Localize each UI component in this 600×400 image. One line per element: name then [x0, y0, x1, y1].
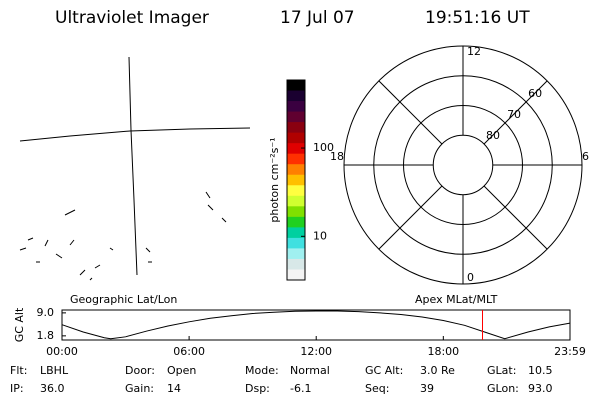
- colorbar-swatch: [287, 195, 305, 207]
- mlt-label: 12: [467, 45, 481, 58]
- info-value: Normal: [290, 364, 330, 377]
- info-value: Open: [167, 364, 196, 377]
- info-value: 14: [167, 382, 181, 395]
- colorbar-swatch: [287, 248, 305, 260]
- time: 19:51:16 UT: [425, 8, 530, 28]
- map-grid: [19, 56, 251, 281]
- colorbar-tick-label: 10: [313, 229, 327, 242]
- colorbar-swatch: [287, 237, 305, 249]
- info-label: Gain:: [125, 382, 154, 395]
- title: Ultraviolet Imager: [55, 8, 209, 28]
- colorbar-swatch: [287, 90, 305, 102]
- info-value: 93.0: [528, 382, 553, 395]
- x-tick-label: 23:59: [554, 345, 586, 358]
- mlt-spoke: [483, 185, 548, 250]
- y-tick-label: 1.8: [37, 329, 55, 342]
- mlt-spoke: [378, 80, 443, 145]
- x-tick-label: 18:00: [427, 345, 459, 358]
- colorbar-swatch: [287, 164, 305, 176]
- info-label: Flt:: [10, 364, 27, 377]
- mlt-label: 6: [582, 150, 589, 163]
- info-value: 3.0 Re: [420, 364, 455, 377]
- colorbar-swatch: [287, 216, 305, 228]
- info-label: GC Alt:: [365, 364, 403, 377]
- info-value: 10.5: [528, 364, 553, 377]
- info-label: Dsp:: [245, 382, 270, 395]
- colorbar-swatch: [287, 101, 305, 113]
- colorbar-swatch: [287, 258, 305, 270]
- info-label: Mode:: [245, 364, 279, 377]
- info-value: 36.0: [40, 382, 65, 395]
- info-label: Door:: [125, 364, 155, 377]
- colorbar-swatch: [287, 227, 305, 239]
- y-tick-label: 9.0: [37, 306, 55, 319]
- colorbar-tick-label: 100: [313, 141, 334, 154]
- colorbar-swatch: [287, 269, 305, 281]
- colorbar-swatch: [287, 206, 305, 218]
- lat-ring: [432, 134, 494, 196]
- x-tick-label: 12:00: [300, 345, 332, 358]
- date: 17 Jul 07: [280, 8, 355, 28]
- colorbar-swatch: [287, 122, 305, 134]
- mlt-label: 18: [330, 150, 344, 163]
- colorbar-swatch: [287, 185, 305, 197]
- colorbar-swatch: [287, 174, 305, 186]
- colorbar-frame: [286, 79, 306, 281]
- info-label: IP:: [10, 382, 24, 395]
- map-label: Geographic Lat/Lon: [70, 293, 177, 306]
- polar-label: Apex MLat/MLT: [415, 293, 498, 306]
- colorbar-label: photon cm⁻²s⁻¹: [268, 137, 281, 222]
- colorbar-swatch: [287, 153, 305, 165]
- mlt-spoke: [378, 185, 443, 250]
- info-label: Seq:: [365, 382, 389, 395]
- mlt-label: 0: [467, 271, 474, 284]
- info-value: LBHL: [40, 364, 69, 377]
- colorbar-swatch: [287, 132, 305, 144]
- info-value: -6.1: [290, 382, 311, 395]
- info-label: GLat:: [487, 364, 516, 377]
- x-tick-label: 06:00: [173, 345, 205, 358]
- x-tick-label: 00:00: [46, 345, 78, 358]
- mlt-spoke: [483, 80, 548, 145]
- colorbar-swatch: [287, 111, 305, 123]
- colorbar-swatch: [287, 143, 305, 155]
- info-value: 39: [420, 382, 434, 395]
- colorbar-swatch: [287, 80, 305, 92]
- y-axis-label: GC Alt: [13, 307, 26, 342]
- info-label: GLon:: [487, 382, 519, 395]
- altitude-line: [61, 310, 571, 340]
